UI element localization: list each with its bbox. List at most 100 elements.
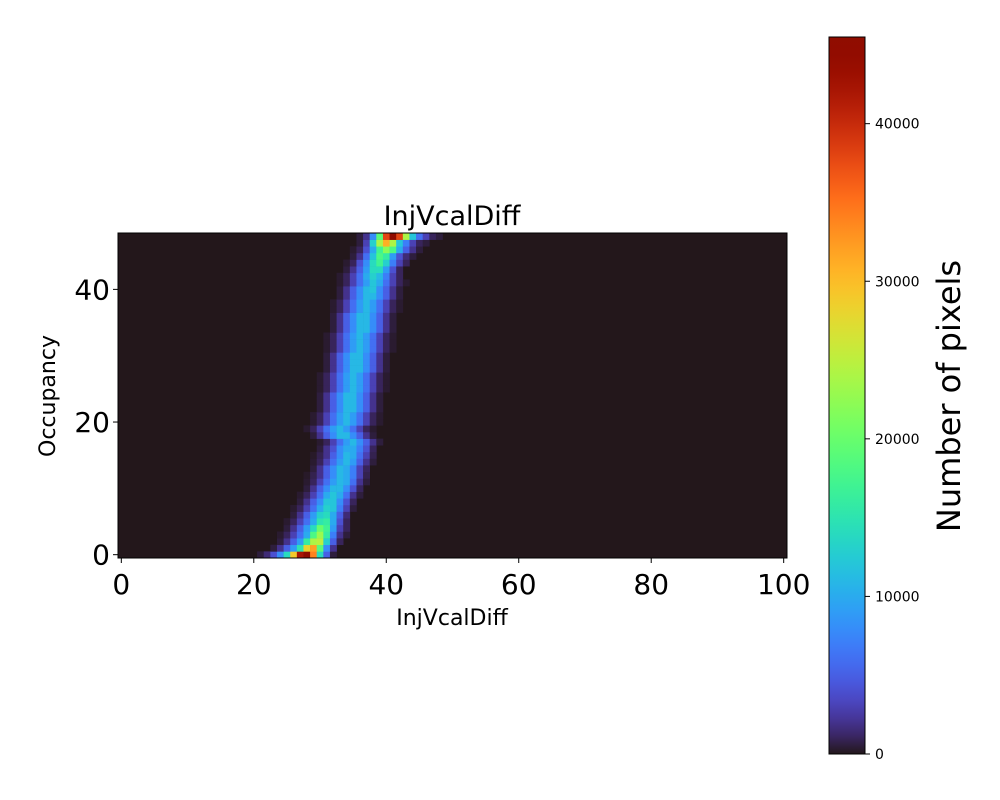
heatmap-cell (376, 299, 384, 307)
heatmap-cell (349, 312, 357, 320)
heatmap-cell (343, 518, 351, 526)
heatmap-cell (363, 339, 371, 347)
heatmap-cell (363, 385, 371, 393)
heatmap-cell (316, 551, 324, 559)
heatmap-cell (323, 332, 331, 340)
heatmap-cell (349, 385, 357, 393)
heatmap-cell (382, 299, 390, 307)
heatmap-cell (316, 438, 324, 446)
heatmap-cell (323, 471, 331, 479)
heatmap-cell (329, 412, 337, 420)
heatmap-cell (343, 286, 351, 293)
heatmap-cell (356, 365, 364, 373)
heatmap-cell (343, 279, 351, 287)
heatmap-cell (396, 292, 404, 300)
heatmap-cell (376, 252, 384, 260)
heatmap-cell (382, 332, 390, 340)
heatmap-cell (376, 319, 384, 327)
heatmap-cell (343, 339, 351, 347)
heatmap-cell (356, 418, 364, 426)
heatmap-cell (336, 445, 344, 453)
heatmap-cell (329, 325, 337, 333)
heatmap-cell (363, 465, 371, 473)
heatmap-cell (303, 538, 311, 546)
x-tick-label: 20 (236, 568, 272, 601)
heatmap-cell (356, 233, 364, 240)
heatmap-cell (303, 544, 311, 552)
heatmap-cell (296, 551, 304, 559)
heatmap-cell (363, 299, 371, 307)
heatmap-cell (329, 491, 337, 499)
heatmap-cell (329, 438, 337, 446)
heatmap-cell (402, 279, 410, 287)
heatmap-cell (323, 405, 331, 413)
x-tick-label: 100 (757, 568, 810, 601)
heatmap-cell (376, 365, 384, 373)
heatmap-cell (329, 398, 337, 406)
heatmap-cell (396, 299, 404, 307)
heatmap-cell (343, 412, 351, 420)
heatmap-cell (376, 359, 384, 366)
heatmap-cell (389, 286, 397, 293)
heatmap-cell (336, 418, 344, 426)
heatmap-cell (336, 458, 344, 466)
heatmap-cell (343, 359, 351, 366)
heatmap-cell (356, 398, 364, 406)
heatmap-cell (336, 385, 344, 393)
heatmap-cell (356, 431, 364, 439)
heatmap-cell (343, 418, 351, 426)
heatmap-cell (336, 451, 344, 459)
heatmap-cell (336, 438, 344, 446)
heatmap-cell (349, 319, 357, 327)
heatmap-cell (329, 359, 337, 366)
heatmap-cell (382, 239, 390, 247)
heatmap-cell (349, 398, 357, 406)
heatmap-cell (363, 345, 371, 353)
heatmap-cell (336, 498, 344, 506)
heatmap-cell (336, 345, 344, 353)
heatmap-cell (343, 392, 351, 400)
heatmap-cell (409, 239, 417, 247)
heatmap-cell (343, 465, 351, 473)
heatmap-cell (389, 332, 397, 340)
heatmap-cell (343, 332, 351, 340)
heatmap-cell (349, 431, 357, 439)
y-axis-label: Occupancy (36, 335, 61, 457)
heatmap-cell (343, 325, 351, 333)
heatmap-cell (343, 491, 351, 499)
heatmap-cell (356, 259, 364, 267)
heatmap-cell (363, 458, 371, 466)
heatmap-cell (382, 339, 390, 347)
heatmap-cell (290, 504, 298, 512)
heatmap-cell (422, 239, 430, 247)
heatmap-cell (323, 451, 331, 459)
heatmap-cell (283, 531, 291, 539)
heatmap-cell (336, 431, 344, 439)
heatmap-cell (316, 392, 324, 400)
heatmap-cell (363, 259, 371, 267)
heatmap-cell (396, 259, 404, 267)
heatmap-cell (382, 325, 390, 333)
heatmap-cell (349, 352, 357, 360)
heatmap-cell (310, 511, 318, 519)
heatmap-cell (290, 531, 298, 539)
heatmap-cell (363, 365, 371, 373)
x-axis-label: InjVcalDiff (396, 606, 508, 631)
heatmap-cell (329, 531, 337, 539)
heatmap-cell (336, 272, 344, 280)
heatmap-cell (356, 299, 364, 307)
heatmap-cell (310, 412, 318, 420)
heatmap-cell (356, 471, 364, 479)
heatmap-cell (316, 498, 324, 506)
heatmap-cell (323, 538, 331, 546)
colorbar-tick-label: 30000 (875, 274, 920, 290)
heatmap-cell (376, 405, 384, 413)
heatmap-cell (310, 471, 318, 479)
heatmap-cell (376, 286, 384, 293)
heatmap-cell (363, 319, 371, 327)
heatmap-cell (316, 485, 324, 492)
heatmap-cell (389, 345, 397, 353)
heatmap-cell (376, 272, 384, 280)
heatmap-cell (363, 398, 371, 406)
x-tick-label: 0 (112, 568, 130, 601)
